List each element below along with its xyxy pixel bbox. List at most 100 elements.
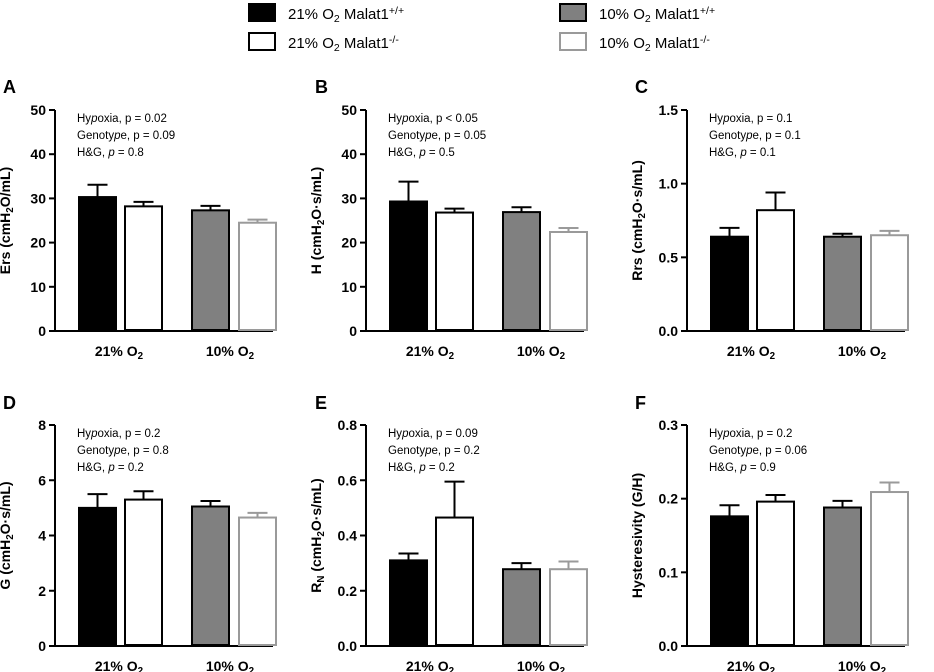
panel-letter: B bbox=[315, 77, 328, 97]
stat-annotation: H&G, p = 0.1 bbox=[709, 147, 776, 159]
y-tick-label: 30 bbox=[341, 190, 357, 206]
bar bbox=[870, 491, 909, 646]
chart-panel-e: E 0.0 0.2 0.4 0.6 0.8 RN (cmH2O·s/mL) 21% O2 10%… bbox=[308, 393, 588, 672]
y-tick-label: 50 bbox=[30, 102, 46, 118]
y-tick-label: 0.2 bbox=[338, 583, 358, 599]
bar bbox=[389, 200, 428, 331]
y-tick-label: 20 bbox=[341, 235, 357, 251]
panel-letter: E bbox=[315, 393, 327, 413]
x-tick-label: 21% O2 bbox=[406, 658, 455, 672]
chart-panel-f: F 0.0 0.1 0.2 0.3 Hysteresivity (G/H) 21% O2 10… bbox=[629, 393, 909, 672]
legend-swatch bbox=[248, 3, 276, 22]
bar bbox=[502, 568, 541, 647]
y-axis-label: Ers (cmH2O/mL) bbox=[0, 167, 16, 274]
y-tick-label: 1.0 bbox=[659, 176, 679, 192]
y-tick-label: 0.4 bbox=[338, 528, 358, 544]
y-axis-label: H (cmH2O·s/mL) bbox=[308, 167, 327, 274]
legend-swatch bbox=[248, 32, 276, 51]
y-tick-label: 0.0 bbox=[659, 638, 679, 654]
bar bbox=[238, 516, 277, 647]
y-tick-label: 0 bbox=[38, 638, 46, 654]
stat-annotation: Hypoxia, p = 0.02 bbox=[77, 113, 167, 125]
panel-letter: C bbox=[635, 77, 648, 97]
y-axis-label: G (cmH2O·s/mL) bbox=[0, 481, 16, 589]
legend-swatch bbox=[559, 3, 587, 22]
y-tick-label: 6 bbox=[38, 472, 46, 488]
stat-annotation: Genotype, p = 0.1 bbox=[709, 130, 801, 142]
y-axis-label: RN (cmH2O·s/mL) bbox=[308, 478, 327, 592]
y-tick-label: 10 bbox=[30, 279, 46, 295]
bar bbox=[710, 515, 749, 647]
bar bbox=[435, 516, 474, 647]
legend-label: 10% O2 Malat1-/- bbox=[599, 34, 710, 54]
y-tick-label: 50 bbox=[341, 102, 357, 118]
bar bbox=[124, 498, 163, 646]
chart-panel-c: C 0.0 0.5 1.0 1.5 Rrs (cmH2O·s/mL) 21% O2 10% O… bbox=[629, 77, 909, 362]
stat-annotation: H&G, p = 0.8 bbox=[77, 147, 144, 159]
stat-annotation: H&G, p = 0.9 bbox=[709, 462, 776, 474]
y-tick-label: 0.1 bbox=[659, 564, 679, 580]
x-tick-label: 10% O2 bbox=[206, 343, 255, 362]
bar bbox=[549, 568, 588, 647]
stat-annotation: Genotype, p = 0.8 bbox=[77, 445, 169, 457]
y-tick-label: 0.8 bbox=[338, 417, 358, 433]
y-axis-label: Hysteresivity (G/H) bbox=[629, 473, 645, 598]
x-tick-label: 21% O2 bbox=[95, 343, 144, 362]
bar bbox=[710, 235, 749, 331]
y-axis-label: Rrs (cmH2O·s/mL) bbox=[629, 160, 648, 281]
y-tick-label: 20 bbox=[30, 235, 46, 251]
x-tick-label: 10% O2 bbox=[517, 658, 566, 672]
chart-panel-a: A 0 10 20 30 40 50 Ers (cmH2O/mL) 21% O2 10% O2 Hy… bbox=[0, 77, 277, 362]
y-tick-label: 4 bbox=[38, 528, 46, 544]
stat-annotation: Genotype, p = 0.2 bbox=[388, 445, 480, 457]
x-tick-label: 21% O2 bbox=[727, 658, 776, 672]
bar bbox=[191, 505, 230, 646]
y-tick-label: 1.5 bbox=[659, 102, 679, 118]
y-tick-label: 40 bbox=[341, 146, 357, 162]
panel-letter: F bbox=[635, 393, 646, 413]
chart-panel-b: B 0 10 20 30 40 50 H (cmH2O·s/mL) 21% O2 10% O2 Hy… bbox=[308, 77, 588, 362]
x-tick-label: 21% O2 bbox=[727, 343, 776, 362]
bar bbox=[756, 500, 795, 647]
x-tick-label: 21% O2 bbox=[95, 658, 144, 672]
stat-annotation: H&G, p = 0.2 bbox=[77, 462, 144, 474]
y-tick-label: 2 bbox=[38, 583, 46, 599]
x-tick-label: 10% O2 bbox=[517, 343, 566, 362]
stat-annotation: H&G, p = 0.5 bbox=[388, 147, 455, 159]
bar bbox=[191, 209, 230, 331]
legend-label: 10% O2 Malat1+/+ bbox=[599, 5, 715, 25]
stat-annotation: Hypoxia, p = 0.09 bbox=[388, 428, 478, 440]
legend-label: 21% O2 Malat1+/+ bbox=[288, 5, 404, 25]
x-tick-label: 10% O2 bbox=[838, 658, 887, 672]
legend-item: 21% O2 Malat1+/+ bbox=[248, 3, 404, 25]
bar bbox=[823, 506, 862, 646]
x-tick-label: 10% O2 bbox=[838, 343, 887, 362]
y-tick-label: 0.5 bbox=[659, 249, 679, 265]
panel-letter: A bbox=[3, 77, 16, 97]
panel-letter: D bbox=[3, 393, 16, 413]
y-tick-label: 30 bbox=[30, 190, 46, 206]
bar bbox=[78, 506, 117, 646]
stat-annotation: Hypoxia, p < 0.05 bbox=[388, 113, 478, 125]
bar bbox=[124, 205, 163, 331]
stat-annotation: H&G, p = 0.2 bbox=[388, 462, 455, 474]
bar bbox=[823, 235, 862, 331]
y-tick-label: 0.0 bbox=[338, 638, 358, 654]
y-tick-label: 10 bbox=[341, 279, 357, 295]
bar bbox=[389, 559, 428, 646]
x-tick-label: 21% O2 bbox=[406, 343, 455, 362]
stat-annotation: Hypoxia, p = 0.2 bbox=[709, 428, 792, 440]
bar bbox=[502, 211, 541, 332]
legend-item: 10% O2 Malat1+/+ bbox=[559, 3, 715, 25]
bar bbox=[870, 234, 909, 332]
bar bbox=[549, 230, 588, 332]
chart-panel-d: D 0 2 4 6 8 G (cmH2O·s/mL) 21% O2 10% O2 Hypoxia,… bbox=[0, 393, 277, 672]
y-tick-label: 0.0 bbox=[659, 323, 679, 339]
stat-annotation: Genotype, p = 0.06 bbox=[709, 445, 807, 457]
y-tick-label: 0.2 bbox=[659, 491, 679, 507]
stat-annotation: Genotype, p = 0.09 bbox=[77, 130, 175, 142]
bar bbox=[435, 211, 474, 332]
y-tick-label: 0 bbox=[349, 323, 357, 339]
bar bbox=[78, 196, 117, 331]
